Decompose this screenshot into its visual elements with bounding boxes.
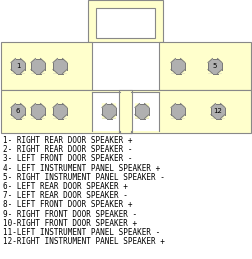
Polygon shape — [208, 69, 212, 74]
Polygon shape — [31, 69, 36, 74]
Polygon shape — [208, 59, 212, 62]
Polygon shape — [135, 114, 140, 119]
Text: 12: 12 — [213, 108, 223, 114]
Polygon shape — [20, 114, 25, 119]
Bar — [171, 59, 185, 74]
Polygon shape — [53, 104, 57, 107]
Polygon shape — [20, 104, 25, 107]
Polygon shape — [180, 69, 185, 74]
Text: 4- LEFT INSTRUMENT PANEL SPEAKER +: 4- LEFT INSTRUMENT PANEL SPEAKER + — [3, 164, 160, 172]
Polygon shape — [20, 59, 25, 62]
Polygon shape — [41, 59, 45, 62]
Polygon shape — [211, 104, 215, 107]
Polygon shape — [217, 59, 222, 62]
Bar — [31, 59, 45, 74]
Polygon shape — [41, 104, 45, 107]
Polygon shape — [31, 114, 36, 119]
Polygon shape — [11, 114, 16, 119]
Text: 5: 5 — [213, 63, 217, 69]
Bar — [31, 104, 45, 119]
Polygon shape — [62, 104, 67, 107]
Polygon shape — [62, 59, 67, 62]
Bar — [53, 59, 67, 74]
Polygon shape — [111, 104, 116, 107]
Polygon shape — [41, 114, 45, 119]
Text: 6- LEFT REAR DOOR SPEAKER +: 6- LEFT REAR DOOR SPEAKER + — [3, 182, 128, 191]
Polygon shape — [171, 59, 175, 62]
Polygon shape — [31, 104, 36, 107]
Text: 1: 1 — [16, 63, 20, 69]
Bar — [171, 104, 185, 119]
Bar — [11, 59, 25, 74]
Polygon shape — [171, 104, 175, 107]
Polygon shape — [53, 59, 57, 62]
Bar — [53, 104, 67, 119]
Polygon shape — [62, 114, 67, 119]
Polygon shape — [11, 104, 16, 107]
Polygon shape — [102, 104, 107, 107]
Bar — [11, 104, 25, 119]
Polygon shape — [144, 104, 149, 107]
Bar — [159, 42, 251, 90]
Polygon shape — [180, 104, 185, 107]
Bar — [119, 90, 132, 133]
Polygon shape — [11, 69, 16, 74]
Polygon shape — [102, 114, 107, 119]
Bar — [1, 90, 251, 133]
Polygon shape — [144, 114, 149, 119]
Text: 11-LEFT INSTRUMENT PANEL SPEAKER -: 11-LEFT INSTRUMENT PANEL SPEAKER - — [3, 228, 160, 237]
Polygon shape — [11, 59, 16, 62]
Text: 8- LEFT FRONT DOOR SPEAKER +: 8- LEFT FRONT DOOR SPEAKER + — [3, 200, 133, 209]
Polygon shape — [20, 69, 25, 74]
Bar — [135, 104, 149, 119]
Bar — [102, 104, 116, 119]
Polygon shape — [31, 59, 36, 62]
Bar — [96, 8, 155, 38]
Text: 3- LEFT FRONT DOOR SPEAKER -: 3- LEFT FRONT DOOR SPEAKER - — [3, 154, 133, 163]
Polygon shape — [220, 114, 225, 119]
Text: 9- RIGHT FRONT DOOR SPEAKER -: 9- RIGHT FRONT DOOR SPEAKER - — [3, 210, 137, 219]
Polygon shape — [53, 114, 57, 119]
Text: 6: 6 — [16, 108, 20, 114]
Polygon shape — [41, 69, 45, 74]
Polygon shape — [111, 114, 116, 119]
Bar — [88, 0, 163, 42]
Bar — [131, 92, 159, 131]
Text: 10-RIGHT FRONT DOOR SPEAKER +: 10-RIGHT FRONT DOOR SPEAKER + — [3, 219, 137, 228]
Polygon shape — [180, 59, 185, 62]
Polygon shape — [220, 104, 225, 107]
Text: 7- LEFT REAR DOOR SPEAKER -: 7- LEFT REAR DOOR SPEAKER - — [3, 191, 128, 200]
Bar — [208, 59, 222, 74]
Bar — [1, 42, 92, 90]
Polygon shape — [171, 114, 175, 119]
Polygon shape — [135, 104, 140, 107]
Bar — [211, 104, 225, 119]
Text: 12-RIGHT INSTRUMENT PANEL SPEAKER +: 12-RIGHT INSTRUMENT PANEL SPEAKER + — [3, 237, 165, 246]
Bar — [92, 92, 120, 131]
Polygon shape — [180, 114, 185, 119]
Polygon shape — [53, 69, 57, 74]
Polygon shape — [171, 69, 175, 74]
Polygon shape — [62, 69, 67, 74]
Text: 2- RIGHT REAR DOOR SPEAKER -: 2- RIGHT REAR DOOR SPEAKER - — [3, 145, 133, 154]
Text: 5- RIGHT INSTRUMENT PANEL SPEAKER -: 5- RIGHT INSTRUMENT PANEL SPEAKER - — [3, 173, 165, 182]
Text: 1- RIGHT REAR DOOR SPEAKER +: 1- RIGHT REAR DOOR SPEAKER + — [3, 136, 133, 145]
Polygon shape — [211, 114, 215, 119]
Polygon shape — [217, 69, 222, 74]
